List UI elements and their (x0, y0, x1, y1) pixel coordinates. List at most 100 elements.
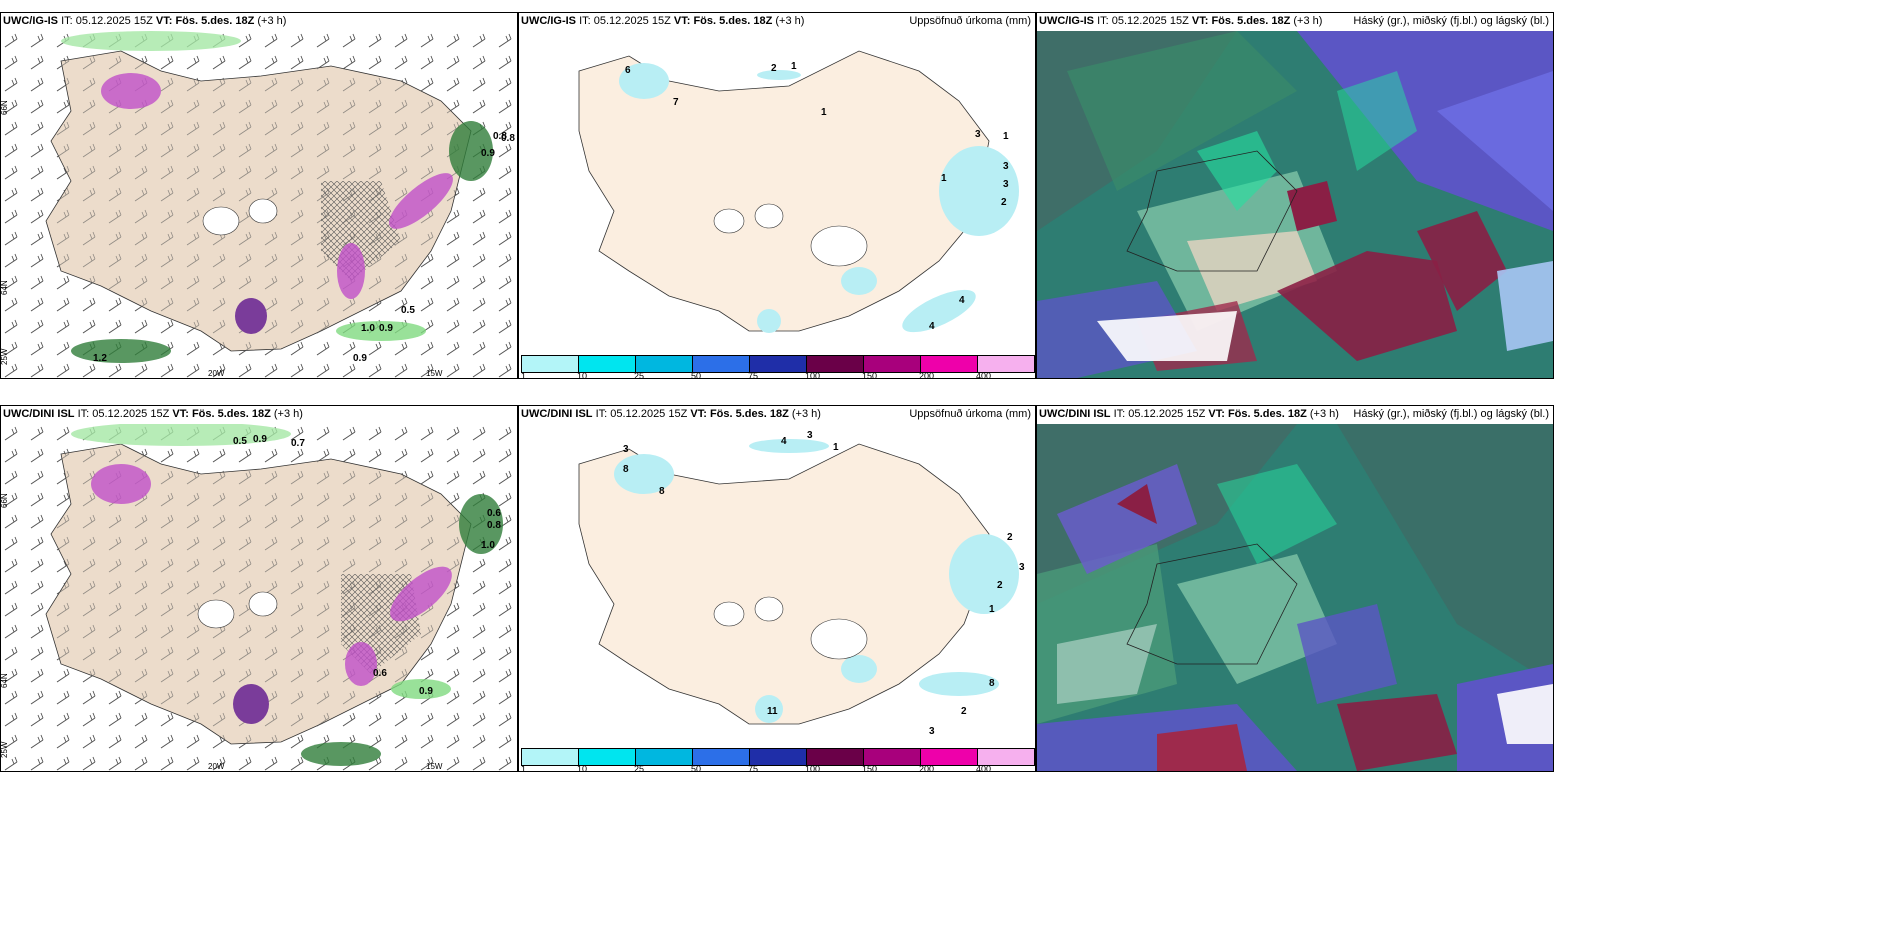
svg-text:0.9: 0.9 (379, 323, 393, 334)
svg-text:3: 3 (1003, 179, 1009, 190)
colorbar-tick: 50 (691, 371, 702, 379)
svg-text:25W: 25W (1, 348, 9, 365)
svg-text:0.9: 0.9 (481, 148, 495, 159)
wind-map: 0.5 0.9 0.7 0.6 0.8 1.0 0.6 0.9 20W 15W … (1, 424, 517, 771)
colorbar-tick: 75 (748, 371, 759, 379)
svg-text:3: 3 (1019, 562, 1025, 573)
wind-panel-igis: UWC/IG-IS IT: 05.12.2025 15Z VT: Fös. 5.… (0, 12, 518, 379)
colorbar-swatch (522, 356, 579, 372)
svg-text:4: 4 (781, 436, 787, 447)
svg-text:0.9: 0.9 (419, 686, 433, 697)
cloud-panel-dini: UWC/DINI ISL IT: 05.12.2025 15Z VT: Fös.… (1036, 405, 1554, 772)
svg-text:2: 2 (997, 580, 1003, 591)
colorbar-tick: 200 (919, 371, 935, 379)
colorbar-swatch (864, 749, 921, 765)
colorbar-swatch (693, 749, 750, 765)
precip-area (619, 63, 669, 99)
svg-text:2: 2 (961, 706, 967, 717)
svg-text:1: 1 (821, 107, 827, 118)
precip-map: 2 1 6 7 1 3 1 3 3 2 4 4 1 (578, 50, 1019, 333)
colorbar-swatch (978, 749, 1034, 765)
colorbar-tick: 1 (521, 371, 527, 379)
colorbar-swatch (522, 749, 579, 765)
svg-text:2: 2 (1001, 197, 1007, 208)
colorbar-swatch (636, 356, 693, 372)
colorbar-tick: 200 (919, 764, 935, 772)
panel-subtitle: Háský (gr.), miðský (fj.bl.) og lágský (… (1353, 15, 1549, 27)
precip-panel-igis: UWC/IG-IS IT: 05.12.2025 15Z VT: Fös. 5.… (518, 12, 1036, 379)
colorbar-swatch (693, 356, 750, 372)
colorbar-swatch (864, 356, 921, 372)
colorbar-tick: 400 (976, 371, 992, 379)
svg-text:2: 2 (1007, 532, 1013, 543)
svg-text:1: 1 (791, 61, 797, 72)
colorbar-tick: 25 (634, 371, 645, 379)
colorbar-tick: 150 (862, 764, 878, 772)
svg-text:0.9: 0.9 (253, 434, 267, 445)
precip-panel-dini: UWC/DINI ISL IT: 05.12.2025 15Z VT: Fös.… (518, 405, 1036, 772)
svg-text:1.0: 1.0 (361, 323, 375, 334)
panel-title: UWC/DINI ISL IT: 05.12.2025 15Z VT: Fös.… (521, 408, 821, 420)
colorbar-swatch (636, 749, 693, 765)
precip-colorbar (521, 748, 1035, 766)
svg-text:6: 6 (625, 65, 631, 76)
colorbar-tick: 25 (634, 764, 645, 772)
svg-text:0.8: 0.8 (493, 131, 507, 142)
colorbar-tick: 150 (862, 371, 878, 379)
colorbar-tick: 75 (748, 764, 759, 772)
colorbar-swatch (807, 749, 864, 765)
panel-subtitle: Uppsöfnuð úrkoma (mm) (909, 408, 1031, 420)
svg-text:20W: 20W (208, 369, 225, 378)
svg-text:1.2: 1.2 (93, 353, 107, 364)
colorbar-swatch (750, 356, 807, 372)
svg-text:11: 11 (767, 706, 778, 717)
colorbar-swatch (978, 356, 1034, 372)
svg-text:4: 4 (959, 295, 965, 306)
colorbar-swatch (921, 356, 978, 372)
svg-text:0.5: 0.5 (401, 305, 415, 316)
colorbar-swatch (579, 749, 636, 765)
svg-text:3: 3 (929, 726, 935, 737)
colorbar-tick: 400 (976, 764, 992, 772)
colorbar-swatch (750, 749, 807, 765)
wind-map: 1.0 0.9 0.5 0.9 1.2 0.8 0.9 0.8 20W 15W … (1, 31, 517, 378)
cloud-panel-igis: UWC/IG-IS IT: 05.12.2025 15Z VT: Fös. 5.… (1036, 12, 1554, 379)
cloud-map (1037, 424, 1553, 771)
svg-text:1: 1 (1003, 131, 1009, 142)
colorbar-swatch (579, 356, 636, 372)
svg-text:0.5: 0.5 (233, 436, 247, 447)
svg-text:3: 3 (807, 430, 813, 441)
svg-text:8: 8 (623, 464, 629, 475)
panel-subtitle: Uppsöfnuð úrkoma (mm) (909, 15, 1031, 27)
iceland-land (578, 443, 990, 725)
colorbar-tick: 10 (577, 764, 588, 772)
precip-map: 4 3 1 3 8 8 2 3 2 1 8 2 3 11 (578, 430, 1025, 737)
colorbar-tick: 50 (691, 764, 702, 772)
svg-text:20W: 20W (208, 762, 225, 771)
precip-colorbar (521, 355, 1035, 373)
colorbar-tick: 100 (805, 371, 821, 379)
svg-text:64N: 64N (1, 673, 9, 688)
svg-text:0.7: 0.7 (291, 438, 305, 449)
svg-text:0.9: 0.9 (353, 353, 367, 364)
svg-text:66N: 66N (1, 100, 9, 115)
svg-text:2: 2 (771, 63, 777, 74)
svg-text:4: 4 (929, 321, 935, 332)
svg-text:64N: 64N (1, 280, 9, 295)
svg-text:25W: 25W (1, 741, 9, 758)
wind-panel-dini: UWC/DINI ISL IT: 05.12.2025 15Z VT: Fös.… (0, 405, 518, 772)
panel-title: UWC/IG-IS IT: 05.12.2025 15Z VT: Fös. 5.… (3, 15, 287, 27)
svg-text:7: 7 (673, 97, 679, 108)
svg-text:1: 1 (989, 604, 995, 615)
panel-title: UWC/IG-IS IT: 05.12.2025 15Z VT: Fös. 5.… (1039, 15, 1323, 27)
panel-subtitle: Háský (gr.), miðský (fj.bl.) og lágský (… (1353, 408, 1549, 420)
svg-text:0.6: 0.6 (373, 668, 387, 679)
svg-text:1.0: 1.0 (481, 540, 495, 551)
svg-text:8: 8 (659, 486, 665, 497)
svg-text:15W: 15W (426, 762, 443, 771)
svg-text:3: 3 (975, 129, 981, 140)
iceland-land (578, 50, 990, 332)
svg-text:66N: 66N (1, 493, 9, 508)
svg-text:8: 8 (989, 678, 995, 689)
panel-title: UWC/IG-IS IT: 05.12.2025 15Z VT: Fös. 5.… (521, 15, 805, 27)
